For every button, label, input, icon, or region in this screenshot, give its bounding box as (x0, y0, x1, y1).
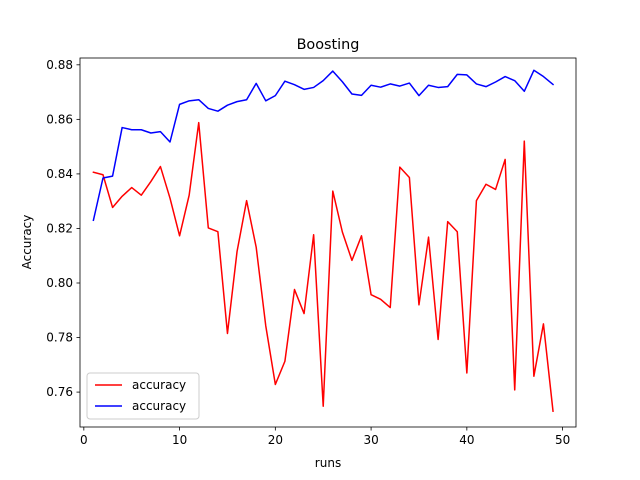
legend-label-1: accuracy (132, 378, 186, 392)
y-tick-label: 0.78 (46, 331, 73, 345)
x-tick-label: 30 (363, 433, 378, 447)
y-tick-label: 0.82 (46, 221, 73, 235)
legend-label-2: accuracy (132, 399, 186, 413)
plot-area: 0 10 20 30 40 50 0.76 0.78 0.80 0.82 0.84 0.86 0.88 (46, 57, 577, 447)
legend: accuracy accuracy (86, 372, 200, 420)
x-tick-label: 0 (80, 433, 88, 447)
y-tick-label: 0.80 (46, 276, 73, 290)
y-axis-label: Accuracy (20, 215, 34, 270)
x-axis-label: runs (315, 456, 341, 470)
x-tick-label: 20 (268, 433, 283, 447)
x-tick-label: 10 (172, 433, 187, 447)
series-line-1 (92, 121, 554, 413)
chart-title: Boosting (297, 37, 360, 53)
series-line-2 (92, 69, 555, 222)
x-tick-label: 50 (555, 433, 570, 447)
y-tick-label: 0.86 (46, 112, 73, 126)
y-tick-label: 0.88 (46, 58, 73, 72)
axes-frame (79, 57, 577, 428)
x-tick-label: 40 (459, 433, 474, 447)
y-tick-label: 0.84 (46, 167, 73, 181)
y-tick-label: 0.76 (46, 385, 73, 399)
